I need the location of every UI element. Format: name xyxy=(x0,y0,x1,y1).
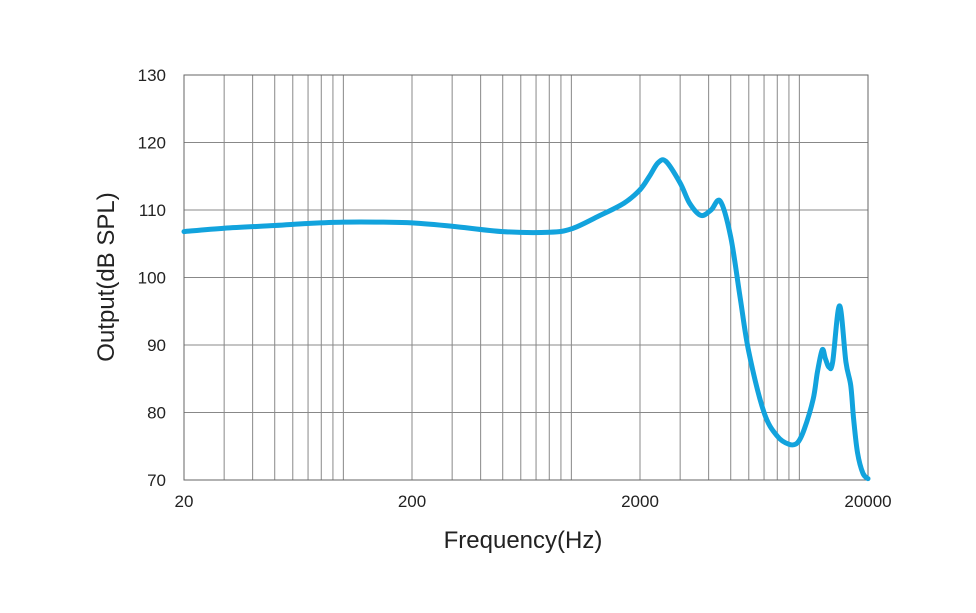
y-tick-label: 130 xyxy=(138,66,166,85)
plot-frame xyxy=(183,74,869,481)
y-tick-label: 120 xyxy=(138,134,166,153)
y-tick-label: 100 xyxy=(138,269,166,288)
x-axis-ticks: 20 200 2000 20000 xyxy=(175,492,892,511)
y-tick-label: 80 xyxy=(147,404,166,423)
x-tick-label: 20 xyxy=(175,492,194,511)
y-tick-label: 110 xyxy=(139,201,166,220)
x-axis-label: Frequency(Hz) xyxy=(444,527,603,554)
x-tick-label: 200 xyxy=(398,492,426,511)
y-tick-label: 90 xyxy=(147,336,166,355)
y-axis-label: Output(dB SPL) xyxy=(93,192,120,361)
y-axis-ticks: 70 80 90 100 110 120 130 xyxy=(138,66,166,490)
x-tick-label: 20000 xyxy=(844,492,891,511)
x-tick-label: 2000 xyxy=(621,492,659,511)
y-tick-label: 70 xyxy=(147,471,166,490)
output-curve xyxy=(181,157,871,482)
